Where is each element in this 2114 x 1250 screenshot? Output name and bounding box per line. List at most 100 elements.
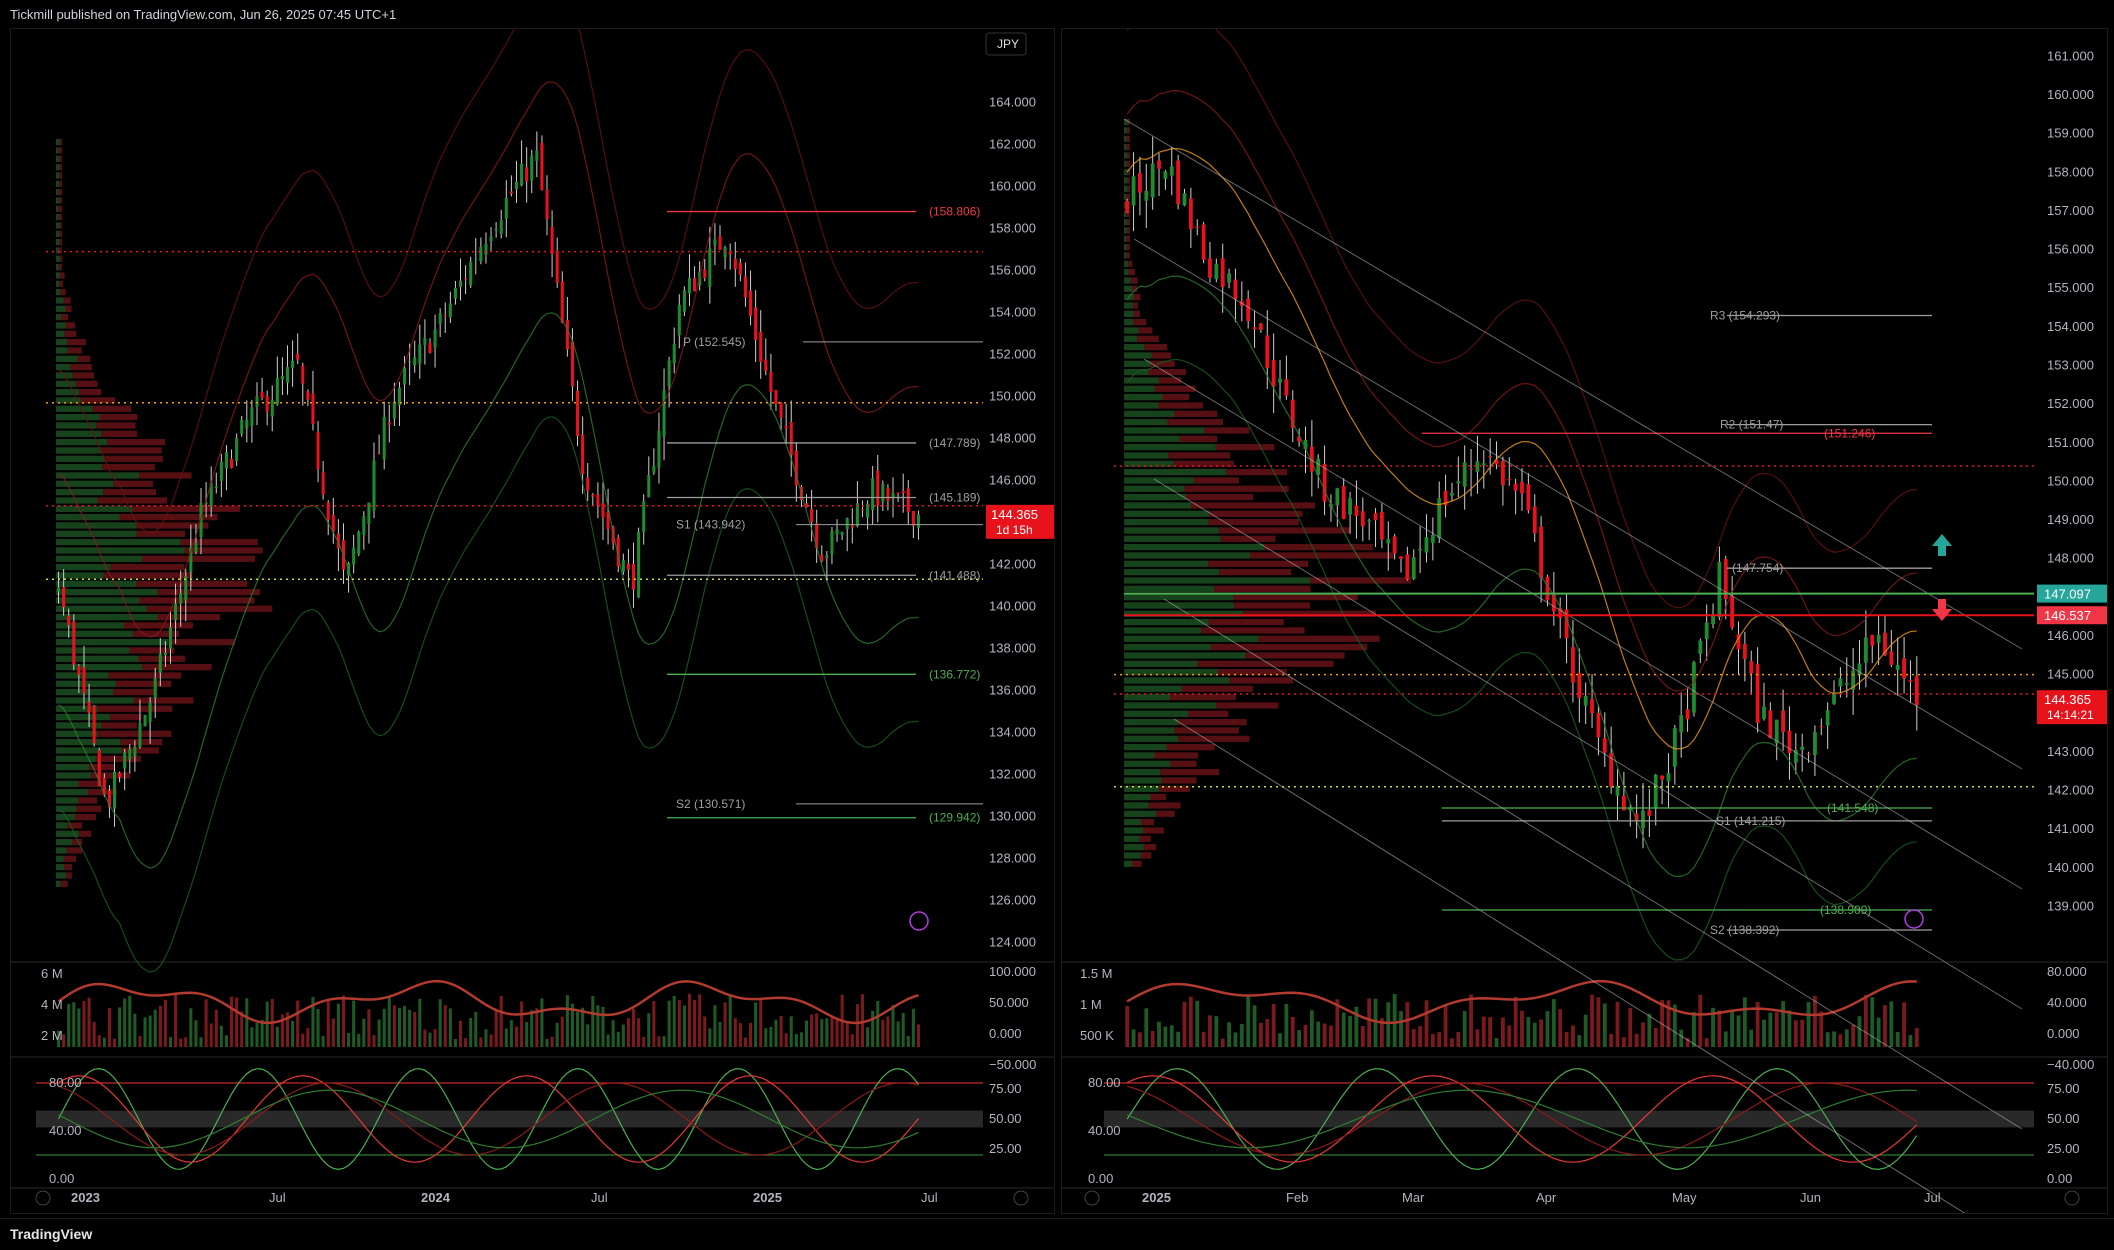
volume-bar bbox=[1590, 994, 1594, 1047]
volume-bar bbox=[82, 1000, 86, 1047]
candle-body bbox=[1188, 198, 1193, 230]
candle-body bbox=[728, 251, 732, 255]
level-label: (151.246) bbox=[1824, 426, 1875, 440]
volume-profile-bar-buy bbox=[1124, 127, 1128, 134]
volume-profile-bar-buy bbox=[56, 397, 81, 404]
candle-body bbox=[1157, 160, 1161, 169]
candle-body bbox=[1430, 534, 1435, 543]
level-label: (141.488) bbox=[929, 568, 980, 582]
left-chart-panel[interactable]: (158.806) (147.789) (145.189) (141.488) (136… bbox=[10, 0, 1055, 1214]
volume-profile-bar-sell bbox=[1167, 419, 1224, 426]
volume-profile-bar-sell bbox=[1138, 327, 1153, 334]
volume-bar bbox=[1297, 1030, 1302, 1047]
volume-profile-bar-buy bbox=[56, 547, 185, 554]
candle-body bbox=[179, 593, 183, 604]
tradingview-logo[interactable]: TradingView bbox=[10, 1226, 92, 1242]
volume-profile-bar-buy bbox=[1124, 194, 1127, 201]
volume-profile-bar-buy bbox=[1124, 285, 1133, 292]
volume-oscillator-line bbox=[1126, 979, 1917, 1025]
level-label: (138.909) bbox=[1820, 903, 1871, 917]
candle-body bbox=[642, 500, 646, 533]
volume-bar bbox=[1138, 1032, 1142, 1047]
candle-body bbox=[738, 262, 742, 275]
volume-bar bbox=[779, 1015, 783, 1047]
candle-body bbox=[291, 360, 295, 369]
last-price-value: 144.365 bbox=[991, 507, 1038, 522]
volume-profile-bar-sell bbox=[59, 280, 63, 287]
volume-profile-bar-buy bbox=[56, 647, 130, 654]
volume-profile-bar-buy bbox=[1124, 702, 1216, 709]
volume-profile-bar-sell bbox=[59, 155, 62, 162]
volume-profile-bar-sell bbox=[1126, 210, 1130, 217]
volume-profile-bar-sell bbox=[168, 639, 235, 646]
right-chart-panel[interactable]: R3 (154.293) R2 (151.47) (151.246) (147.754… bbox=[1061, 6, 2108, 1250]
candle-body bbox=[576, 390, 580, 437]
price-axis-tick: 139.000 bbox=[2047, 898, 2094, 913]
volume-bar bbox=[1628, 1008, 1633, 1047]
volume-profile-bar-sell bbox=[102, 464, 155, 471]
volume-profile-bar-sell bbox=[1161, 777, 1197, 784]
candle-body bbox=[1297, 436, 1302, 442]
volume-bar bbox=[367, 1009, 371, 1047]
candle-body bbox=[764, 359, 768, 371]
volume-profile-bar-buy bbox=[1124, 802, 1149, 809]
volume-profile-bar-buy bbox=[1124, 177, 1128, 184]
volume-bar bbox=[1545, 1011, 1550, 1047]
volume-bar bbox=[1513, 996, 1518, 1047]
volume-bar bbox=[1685, 1038, 1690, 1047]
volume-bar bbox=[107, 1008, 111, 1047]
candle-body bbox=[67, 615, 71, 626]
volume-bar bbox=[560, 1016, 564, 1047]
candle-body bbox=[1278, 378, 1282, 383]
volume-bar bbox=[1749, 1029, 1754, 1047]
level-label: (129.942) bbox=[929, 811, 980, 825]
volume-profile-bar-buy bbox=[1124, 244, 1127, 251]
time-axis-tick: 2025 bbox=[753, 1190, 782, 1205]
candle-body bbox=[499, 220, 503, 234]
volume-profile-bar-sell bbox=[1208, 619, 1284, 626]
candle-body bbox=[886, 487, 890, 501]
volume-bar bbox=[520, 1001, 524, 1047]
volume-bar bbox=[1500, 1017, 1505, 1047]
candle-body bbox=[555, 250, 559, 283]
candle-body bbox=[1443, 490, 1448, 506]
candle-body bbox=[713, 239, 717, 246]
volume-bar bbox=[1131, 1029, 1136, 1047]
volume-bar bbox=[245, 998, 249, 1047]
volume-bar bbox=[906, 1035, 910, 1047]
volume-bar bbox=[1615, 1001, 1620, 1047]
candle-body bbox=[474, 258, 478, 260]
volume-bar bbox=[1825, 1032, 1830, 1047]
candle-body bbox=[433, 329, 437, 348]
price-axis-tick: 159.000 bbox=[2047, 126, 2094, 141]
candle-body bbox=[1424, 537, 1429, 553]
volume-profile-bar-sell bbox=[1197, 660, 1334, 667]
candle-body bbox=[1481, 463, 1486, 466]
volume-profile-bar-buy bbox=[56, 655, 139, 662]
volume-bar bbox=[1666, 1000, 1671, 1047]
candle-body bbox=[1666, 773, 1671, 782]
price-axis-tick: 134.000 bbox=[989, 725, 1036, 740]
price-tag bbox=[2037, 584, 2107, 603]
candle-body bbox=[316, 432, 320, 470]
volume-profile-bar-sell bbox=[1170, 760, 1197, 767]
volume-profile-bar-sell bbox=[1158, 402, 1203, 409]
right-chart-svg[interactable]: R3 (154.293) R2 (151.47) (151.246) (147.754… bbox=[1062, 6, 2107, 1250]
candle-body bbox=[1723, 559, 1728, 599]
level-label: R3 (154.293) bbox=[1710, 309, 1780, 323]
volume-profile-bar-buy bbox=[1124, 360, 1151, 367]
volume-profile-bar-sell bbox=[1179, 435, 1218, 442]
volume-bar bbox=[576, 1012, 580, 1047]
left-chart-svg[interactable]: (158.806) (147.789) (145.189) (141.488) (136… bbox=[11, 0, 1054, 1213]
volume-profile-bar-sell bbox=[66, 339, 86, 346]
candle-body bbox=[1494, 459, 1499, 465]
candle-body bbox=[87, 701, 91, 713]
volume-profile-bar-sell bbox=[67, 822, 83, 829]
volume-bar bbox=[138, 1035, 142, 1047]
level-label: (136.772) bbox=[929, 667, 980, 681]
volume-bar bbox=[845, 1021, 849, 1047]
volume-profile-bar-buy bbox=[56, 780, 79, 787]
pivot-label: P (152.545) bbox=[683, 335, 746, 349]
volume-bar bbox=[514, 1026, 519, 1047]
candle-body bbox=[1876, 634, 1881, 643]
